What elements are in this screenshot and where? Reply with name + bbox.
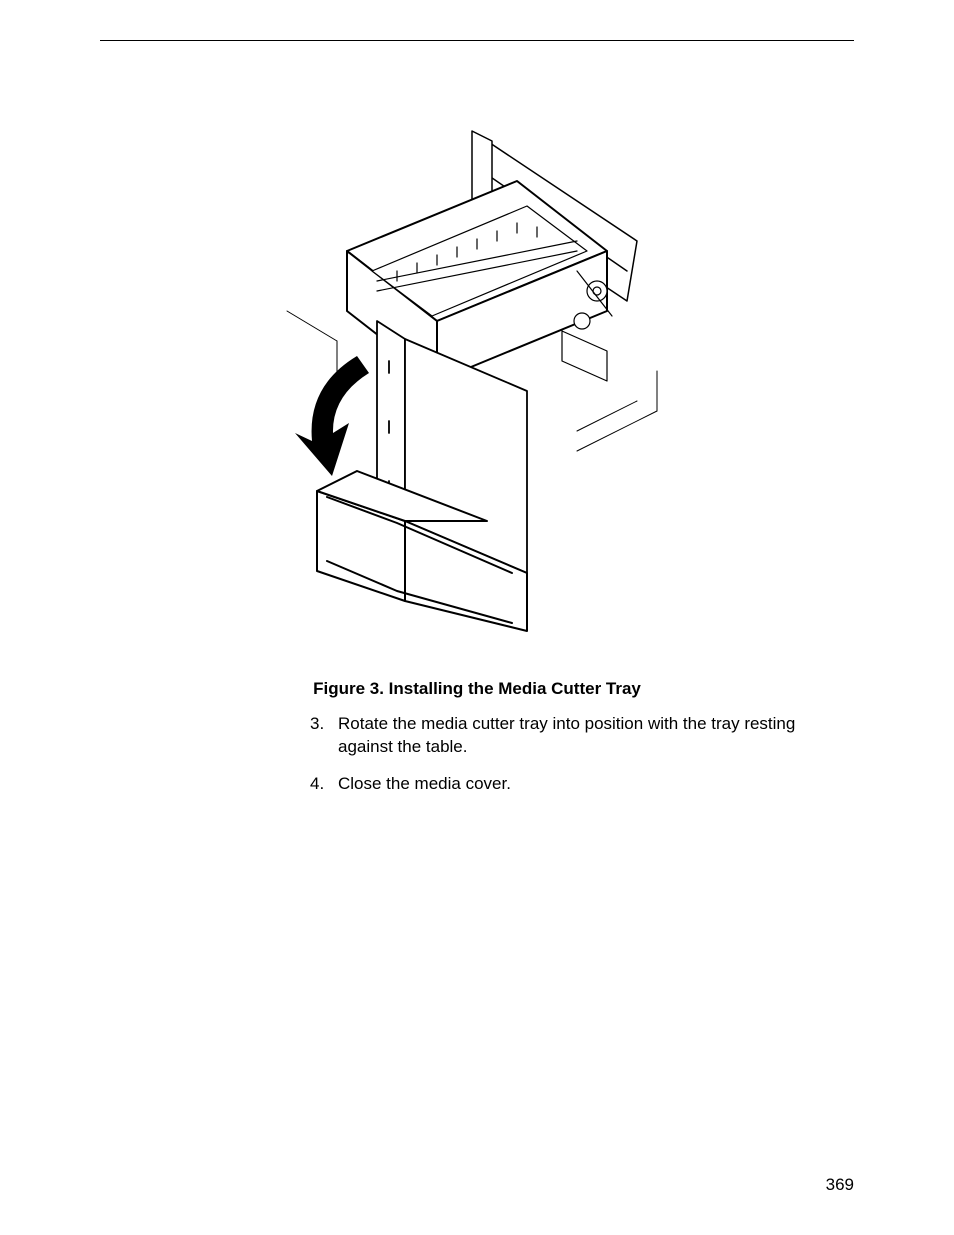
page-number: 369: [826, 1175, 854, 1195]
document-page: Figure 3. Installing the Media Cutter Tr…: [0, 0, 954, 1235]
instruction-text: Rotate the media cutter tray into positi…: [338, 713, 854, 759]
figure-caption: Figure 3. Installing the Media Cutter Tr…: [100, 679, 854, 699]
media-cutter-tray-svg: [277, 121, 677, 641]
instruction-text: Close the media cover.: [338, 773, 854, 796]
instruction-item: 4. Close the media cover.: [310, 773, 854, 796]
instruction-list: 3. Rotate the media cutter tray into pos…: [310, 713, 854, 796]
instruction-number: 3.: [310, 713, 338, 759]
figure-illustration: [100, 101, 854, 661]
instruction-item: 3. Rotate the media cutter tray into pos…: [310, 713, 854, 759]
header-rule: [100, 40, 854, 41]
instruction-number: 4.: [310, 773, 338, 796]
